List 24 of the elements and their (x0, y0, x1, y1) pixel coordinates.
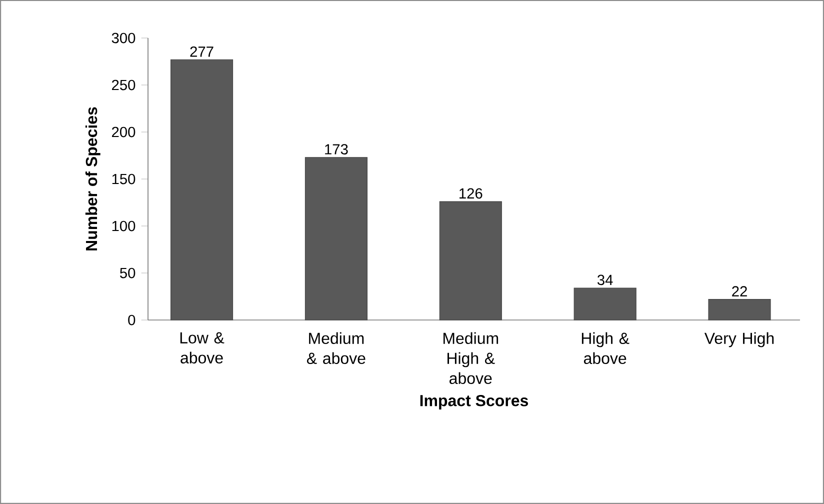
bar (170, 59, 234, 320)
data-label: 126 (460, 188, 482, 199)
x-tick-label: Medium & above (306, 332, 366, 364)
x-tick-label: High & above (582, 332, 630, 364)
y-tick-label: 250 (112, 80, 136, 90)
y-axis-title: Number of Species (85, 107, 100, 250)
bar (304, 157, 368, 320)
bar (574, 288, 636, 320)
y-tick-label: 300 (112, 32, 136, 44)
bar (708, 299, 771, 320)
y-tick-label: 150 (112, 174, 136, 184)
y-tick-label: 200 (112, 126, 136, 138)
x-tick-label: Low & above (180, 332, 224, 364)
data-label: 34 (597, 274, 613, 286)
x-tick-label: Very High (704, 332, 774, 348)
y-tick-label: 100 (112, 220, 136, 232)
x-axis-title: Impact Scores (420, 394, 528, 410)
x-tick-label: Medium High & above (444, 332, 498, 384)
data-label: 173 (325, 144, 348, 154)
y-tick-label: 0 (128, 314, 136, 326)
y-tick-label: 50 (120, 268, 136, 278)
bar (439, 201, 502, 320)
data-label: 22 (732, 286, 747, 296)
data-label: 277 (190, 46, 214, 57)
